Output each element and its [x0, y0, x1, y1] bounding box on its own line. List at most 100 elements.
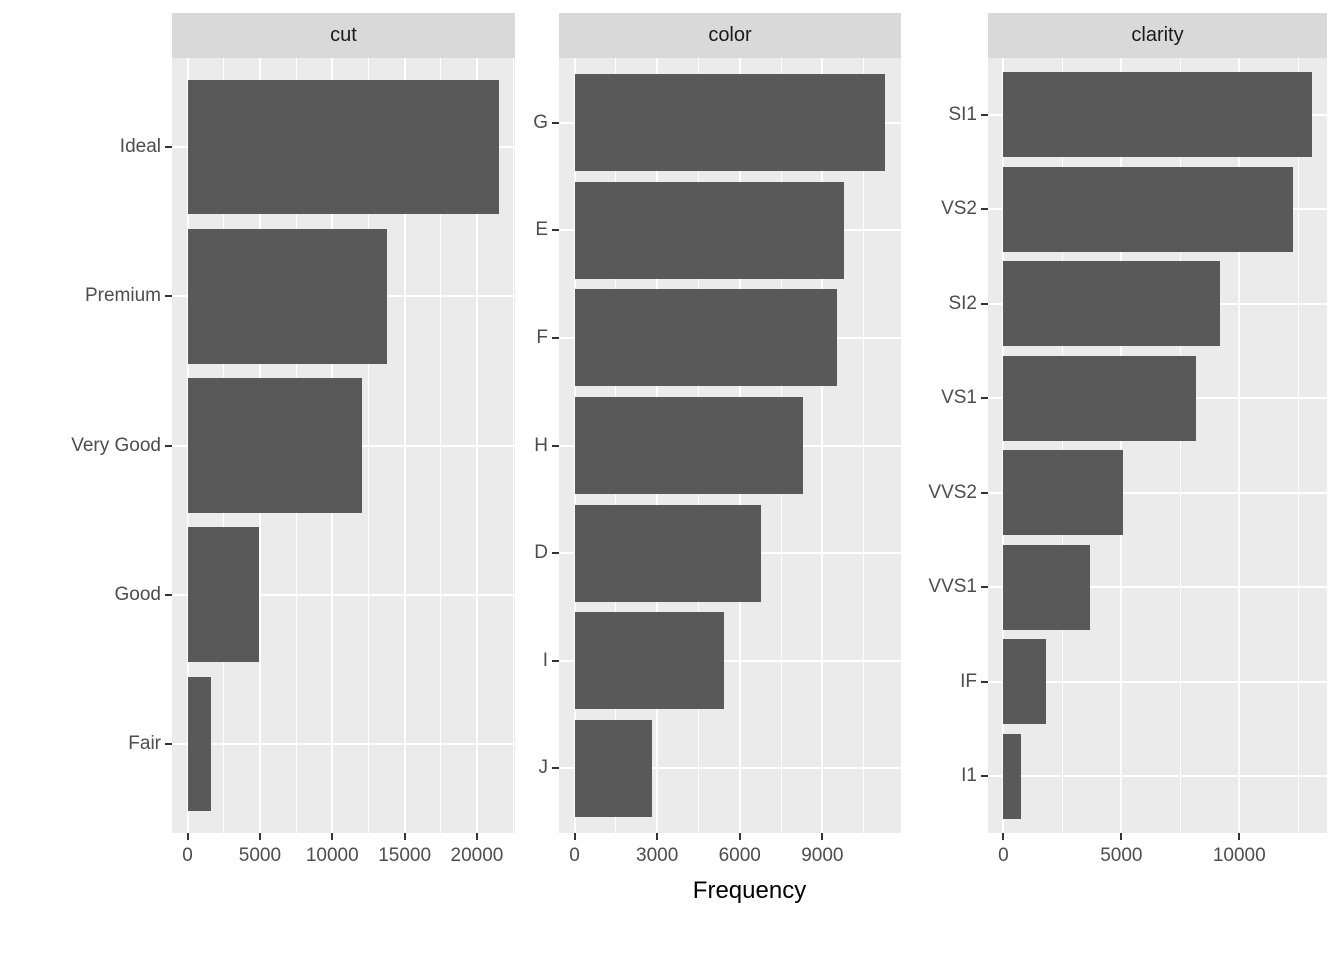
y-tick-label: G [533, 111, 548, 133]
grid-minor-x [440, 58, 442, 833]
bar-color-E [574, 181, 845, 279]
y-tick [165, 742, 172, 745]
grid-major-y [559, 659, 901, 662]
bar-cut-Premium [187, 229, 388, 364]
grid-major-y [988, 775, 1327, 778]
y-tick-label: H [534, 434, 548, 456]
y-tick [981, 302, 988, 305]
x-tick [1238, 833, 1241, 840]
y-tick [981, 491, 988, 494]
y-tick-label: SI2 [948, 292, 977, 314]
y-tick [981, 113, 988, 116]
grid-major-x [821, 58, 824, 833]
y-tick [981, 586, 988, 589]
x-tick-label: 0 [998, 845, 1009, 866]
y-tick-label: E [535, 219, 548, 241]
bar-clarity-IF [1003, 639, 1046, 725]
x-axis-title: Frequency [692, 877, 807, 904]
bar-color-G [574, 74, 886, 172]
x-tick-label: 0 [569, 845, 580, 866]
x-tick-label: 10000 [1212, 845, 1266, 866]
y-tick [552, 336, 559, 339]
y-tick-label: IF [960, 670, 977, 692]
grid-major-y [172, 593, 515, 596]
x-tick-label: 5000 [238, 845, 282, 866]
x-tick-label: 20000 [450, 845, 504, 866]
x-tick [475, 833, 478, 840]
y-tick [552, 444, 559, 447]
bar-clarity-VS1 [1003, 355, 1197, 441]
x-tick-label: 9000 [801, 845, 844, 866]
y-tick-label: D [534, 542, 548, 564]
y-tick [981, 680, 988, 683]
facet-strip-color: color [559, 13, 901, 58]
facet-panel-color [559, 58, 901, 833]
y-tick [552, 659, 559, 662]
bar-cut-Ideal [187, 80, 500, 215]
grid-major-x [1120, 58, 1123, 833]
y-tick-label: SI1 [948, 103, 977, 125]
x-tick-label: 3000 [636, 845, 679, 866]
bar-color-F [574, 289, 838, 387]
bar-clarity-I1 [1003, 733, 1021, 819]
y-tick-label: Premium [84, 285, 161, 307]
grid-major-y [559, 767, 901, 770]
y-tick [165, 444, 172, 447]
y-tick [552, 552, 559, 555]
grid-major-x [403, 58, 406, 833]
bar-clarity-VVS1 [1003, 544, 1090, 630]
facet-strip-label: clarity [1131, 24, 1184, 46]
grid-major-y [988, 680, 1327, 683]
x-tick [821, 833, 824, 840]
y-tick [981, 208, 988, 211]
y-tick-label: F [536, 326, 548, 348]
y-tick-label: Good [114, 583, 161, 605]
x-tick [738, 833, 741, 840]
y-tick [981, 397, 988, 400]
grid-minor-x [1297, 58, 1299, 833]
x-tick-label: 6000 [718, 845, 761, 866]
facet-strip-clarity: clarity [988, 13, 1327, 58]
bar-clarity-SI1 [1003, 72, 1312, 158]
y-tick-label: VS1 [941, 387, 977, 409]
grid-minor-x [367, 58, 369, 833]
x-tick [186, 833, 189, 840]
grid-major-y [988, 586, 1327, 589]
bar-cut-Fair [187, 676, 211, 811]
facet-strip-label: color [708, 24, 752, 46]
y-tick [552, 767, 559, 770]
y-tick-label: I [542, 649, 548, 671]
bar-clarity-SI2 [1003, 261, 1221, 347]
facet-panel-clarity [988, 58, 1327, 833]
grid-major-y [172, 742, 515, 745]
grid-minor-x [1061, 58, 1063, 833]
x-tick [331, 833, 334, 840]
x-tick-label: 0 [182, 845, 193, 866]
x-tick [573, 833, 576, 840]
y-tick-label: VVS1 [928, 576, 977, 598]
y-tick [165, 593, 172, 596]
y-tick-label: Fair [128, 732, 161, 754]
bar-color-D [574, 504, 762, 602]
y-tick-label: VVS2 [928, 481, 977, 503]
y-tick-label: Very Good [71, 434, 161, 456]
y-tick-label: VS2 [941, 198, 977, 220]
x-tick [258, 833, 261, 840]
bar-color-I [574, 612, 724, 710]
y-tick [165, 295, 172, 298]
bar-clarity-VS2 [1003, 166, 1293, 252]
y-tick [981, 775, 988, 778]
grid-minor-x [863, 58, 865, 833]
bar-clarity-VVS2 [1003, 450, 1123, 536]
y-tick-label: Ideal [119, 136, 161, 158]
grid-major-x [1238, 58, 1241, 833]
y-tick-label: I1 [961, 765, 977, 787]
bar-color-H [574, 397, 804, 494]
bar-cut-Good [187, 527, 259, 662]
y-tick-label: J [538, 757, 549, 779]
y-tick [165, 146, 172, 149]
grid-major-x [475, 58, 478, 833]
facet-strip-cut: cut [172, 13, 515, 58]
grid-minor-x [512, 58, 514, 833]
